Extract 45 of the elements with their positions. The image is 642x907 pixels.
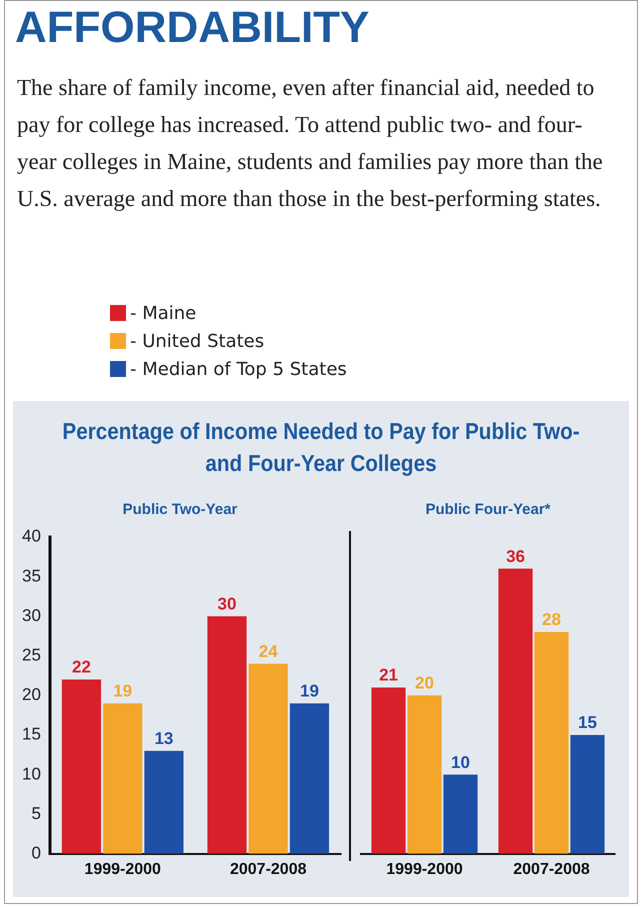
data-label: 22 (72, 658, 91, 677)
bar (498, 568, 533, 854)
data-label: 15 (578, 713, 597, 732)
data-label: 36 (506, 546, 525, 566)
data-label: 19 (300, 682, 319, 701)
text: The share of family income, even after financial aid, needed to pay for college has increased. To attend public two- and four-year colleges in Maine, students and families pay more than the U.S. average and more than those in the best-performing states. (17, 74, 604, 213)
y-tick-label: 10 (22, 764, 41, 784)
bar (570, 735, 605, 854)
x-tick-label: 1999-2000 (84, 860, 162, 878)
y-tick-label: 0 (31, 843, 41, 862)
chart-subtitle: Public Four-Year* (425, 501, 551, 518)
data-label: 19 (113, 682, 132, 701)
legend-label: - Maine (129, 302, 198, 326)
bar (103, 703, 142, 854)
y-tick-label: 35 (22, 566, 41, 586)
bar (407, 695, 442, 854)
bar (62, 680, 102, 854)
data-label: 30 (218, 594, 236, 614)
x-tick-label: 2007-2008 (513, 860, 590, 878)
bar (248, 664, 288, 854)
bar (371, 687, 406, 854)
bar (534, 632, 569, 854)
legend-label: - Median of Top 5 States (129, 358, 347, 382)
data-label: 28 (542, 610, 561, 630)
y-tick-label: 5 (31, 804, 41, 823)
chart-title: Percentage of Income Needed to Pay for Public Two- and Four-Year Colleges (61, 417, 581, 478)
bar (207, 616, 247, 854)
y-tick-label: 20 (22, 685, 41, 704)
x-tick-label: 1999-2000 (386, 860, 463, 878)
x-tick-label: 2007-2008 (230, 860, 307, 878)
legend-label: - United States (129, 330, 266, 354)
bar (144, 750, 184, 854)
data-label: 10 (451, 752, 470, 772)
bar (443, 774, 478, 854)
bar (290, 703, 330, 854)
y-tick-label: 25 (22, 645, 41, 664)
y-tick-label: 40 (22, 526, 41, 546)
y-tick-label: 30 (22, 606, 41, 625)
data-label: 20 (415, 674, 434, 693)
text: AFFORDABILITY (15, 3, 370, 53)
y-tick-label: 15 (22, 724, 41, 744)
data-label: 21 (379, 666, 398, 685)
chart-subtitle: Public Two-Year (122, 501, 238, 518)
data-label: 13 (154, 729, 174, 748)
data-label: 24 (258, 642, 278, 661)
